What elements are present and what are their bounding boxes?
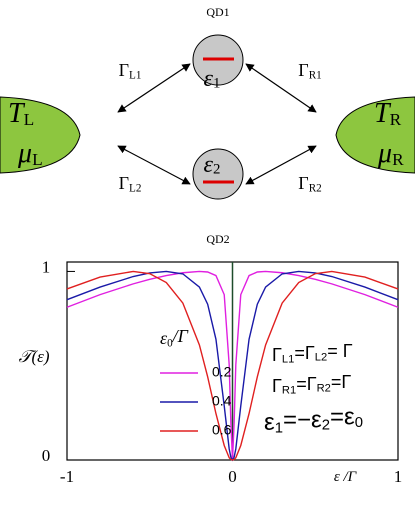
text-part: /Γ [172, 326, 189, 346]
text-part: Γ [272, 345, 282, 365]
legend-label: 0.4 [212, 393, 232, 409]
text-part: Γ [272, 376, 282, 396]
subscript: L [32, 150, 43, 169]
dot-label: QD1 [206, 5, 229, 19]
text-part: μ [17, 138, 32, 169]
subscript: 2 [322, 418, 330, 434]
y-axis-label: 𝒯(ε) [18, 347, 49, 366]
text-part: Γ [298, 173, 308, 193]
coupling-label: ΓL1​ [119, 60, 142, 81]
dot-level: ε2​ [204, 152, 221, 178]
text-part: =Γ [296, 374, 317, 394]
left-lead [0, 96, 81, 174]
subscript: R1 [309, 69, 322, 81]
text-part: =ε [330, 404, 355, 431]
arrow [117, 63, 191, 113]
subscript: L1 [282, 353, 294, 365]
arrow [117, 145, 191, 185]
x-axis-label: ε /Γ [334, 469, 358, 485]
legend-label: 0.6 [212, 422, 232, 438]
subscript: R [392, 150, 404, 169]
dot-level: ε1​ [204, 66, 221, 92]
subscript: L2 [315, 351, 327, 363]
arrow [245, 63, 317, 113]
text-part: T [8, 98, 26, 129]
arrow [245, 145, 317, 185]
dot-label: QD2 [206, 232, 229, 246]
x-tick-label: 0 [228, 467, 237, 486]
annotation: ε1​=−ε2​=ε0​ [264, 404, 363, 437]
text-part: ε [204, 66, 214, 92]
coupling-label: ΓR1​ [298, 60, 321, 81]
x-tick-label: 1 [394, 467, 403, 486]
subscript: R [390, 110, 402, 129]
text-part: ε [160, 328, 168, 348]
subscript: L2 [129, 182, 141, 194]
subscript: 1 [213, 76, 220, 92]
text-part: ε /Γ [334, 469, 358, 485]
x-tick-label: -1 [60, 467, 74, 486]
legend-title: ε0​/Γ [160, 326, 189, 349]
subscript: R2 [317, 382, 331, 394]
subscript: L1 [129, 69, 141, 81]
annotation: ΓR1​=ΓR2​=Γ [272, 372, 351, 397]
text-part: Γ [119, 173, 129, 193]
text-part: =Γ [294, 343, 315, 363]
y-tick-label: 0 [42, 446, 51, 465]
text-part: ε [204, 152, 214, 178]
subscript: L [24, 110, 35, 129]
annotation: ΓL1​=ΓL2​= Γ [272, 341, 353, 366]
subscript: 0 [167, 337, 173, 349]
text-part: Γ [298, 60, 308, 80]
lead-temperature: TR​ [374, 98, 402, 129]
coupling-label: ΓL2​ [119, 173, 142, 194]
lead-temperature: TL​ [8, 98, 34, 129]
lead-potential: μL​ [17, 138, 43, 169]
text-part: Γ [119, 60, 129, 80]
text-part: =−ε [283, 407, 322, 434]
text-part: μ [377, 138, 392, 169]
text-part: ε [264, 409, 275, 436]
coupling-arrows [117, 63, 317, 185]
subscript: R2 [309, 182, 322, 194]
dot [192, 148, 244, 200]
subscript: 1 [275, 420, 283, 436]
subscript: R1 [282, 384, 296, 396]
text-part: =Γ [331, 372, 352, 392]
y-tick-label: 1 [42, 257, 51, 276]
text-part: = Γ [327, 341, 353, 361]
subscript: 0 [355, 415, 363, 431]
series-line [66, 270, 399, 461]
coupling-label: ΓR2​ [298, 173, 321, 194]
legend-label: 0.2 [212, 364, 232, 380]
text-part: T [374, 98, 392, 129]
subscript: 2 [213, 162, 220, 178]
lead-potential: μR​ [377, 138, 404, 169]
right-lead [335, 96, 415, 174]
